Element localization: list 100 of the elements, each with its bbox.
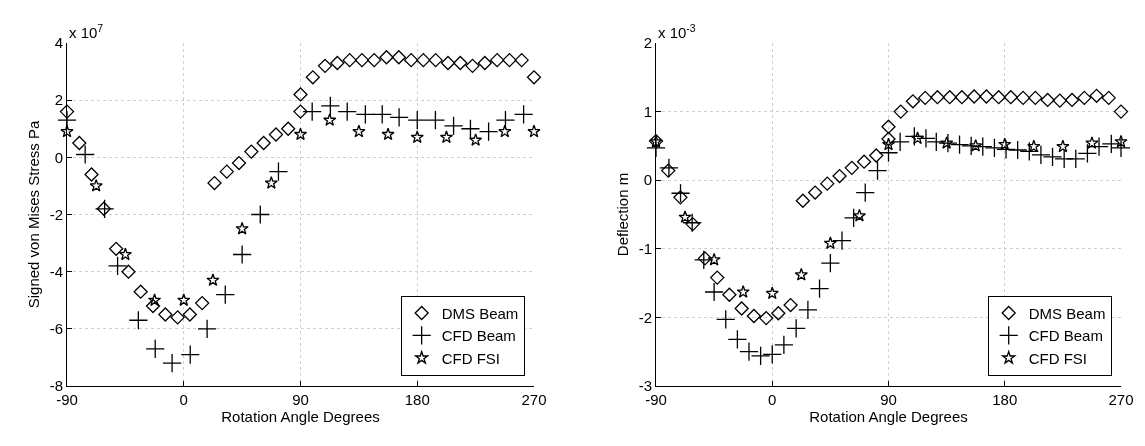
point xyxy=(1085,136,1099,149)
point xyxy=(207,175,222,191)
point xyxy=(162,353,182,373)
point xyxy=(180,344,200,365)
point xyxy=(1111,138,1131,158)
point xyxy=(794,267,808,281)
point xyxy=(893,104,908,119)
point xyxy=(293,127,308,141)
point xyxy=(367,53,382,68)
y-tick-label: 2 xyxy=(54,91,63,109)
point xyxy=(527,124,541,138)
point xyxy=(107,256,128,276)
point xyxy=(490,53,505,68)
point xyxy=(337,101,357,122)
point xyxy=(352,124,366,138)
point xyxy=(984,138,1005,158)
point xyxy=(774,335,794,355)
point xyxy=(264,176,278,189)
point xyxy=(1007,140,1028,160)
point xyxy=(342,53,357,68)
point xyxy=(1114,134,1128,148)
legend-label: CFD Beam xyxy=(1028,327,1103,345)
point xyxy=(1031,145,1051,165)
point xyxy=(881,119,896,134)
legend-label: CFD FSI xyxy=(441,349,500,367)
x-tick-label: 180 xyxy=(992,391,1018,408)
point xyxy=(916,128,936,149)
point xyxy=(1089,88,1104,103)
point xyxy=(1052,93,1067,108)
point xyxy=(170,310,185,325)
point xyxy=(197,319,217,339)
point xyxy=(195,295,210,311)
point xyxy=(425,110,446,130)
point xyxy=(268,161,289,182)
point xyxy=(293,104,308,119)
point xyxy=(890,132,910,152)
point xyxy=(89,178,103,192)
legend-label: DMS Beam xyxy=(1028,304,1106,322)
point xyxy=(1064,92,1080,108)
point xyxy=(320,96,341,116)
point xyxy=(1113,104,1129,119)
point xyxy=(133,284,148,299)
point xyxy=(1027,139,1041,153)
y-tick-label: -2 xyxy=(49,205,63,223)
point xyxy=(206,273,220,286)
point xyxy=(84,167,99,182)
point xyxy=(979,89,994,104)
point xyxy=(1101,134,1122,154)
point xyxy=(736,285,750,298)
point xyxy=(910,131,925,145)
point xyxy=(704,282,724,302)
point xyxy=(661,163,676,178)
point xyxy=(109,241,124,256)
y-tick-label: 0 xyxy=(643,171,652,189)
point xyxy=(128,310,149,331)
y-tick-label: -1 xyxy=(638,240,652,258)
x-tick-label: 90 xyxy=(880,391,897,408)
point xyxy=(1077,143,1098,164)
x-axis-title: Rotation Angle Degrees xyxy=(809,408,968,425)
point xyxy=(1056,139,1070,153)
point xyxy=(678,210,692,223)
legend-label: CFD Beam xyxy=(441,327,516,345)
point xyxy=(942,90,957,105)
point xyxy=(72,135,87,151)
point xyxy=(317,58,333,74)
y-tick-label: 4 xyxy=(54,34,63,52)
point xyxy=(293,87,308,102)
point xyxy=(215,284,236,305)
legend-label: DMS Beam xyxy=(441,304,519,322)
point xyxy=(759,310,774,326)
x-tick-label: 270 xyxy=(1108,391,1134,408)
point xyxy=(954,90,970,105)
point xyxy=(514,53,529,68)
point xyxy=(670,183,691,203)
y-tick-label: -2 xyxy=(638,308,652,326)
point xyxy=(771,306,786,321)
point xyxy=(407,110,427,130)
point xyxy=(305,70,320,85)
point xyxy=(526,70,542,85)
point xyxy=(1077,90,1092,106)
point xyxy=(256,135,271,151)
point xyxy=(966,89,982,104)
point xyxy=(918,90,933,106)
point xyxy=(60,124,74,138)
point xyxy=(1015,90,1031,106)
point xyxy=(820,253,841,273)
point xyxy=(235,221,249,235)
point xyxy=(786,318,806,339)
point xyxy=(783,297,798,313)
point xyxy=(707,252,721,266)
x-axis-title: Rotation Angle Degrees xyxy=(221,408,380,425)
point xyxy=(118,247,133,261)
point xyxy=(478,121,499,142)
x-tick-label: 0 xyxy=(768,391,777,408)
point xyxy=(832,168,847,184)
point xyxy=(477,55,492,71)
point xyxy=(881,137,896,151)
point xyxy=(746,308,762,324)
point xyxy=(856,154,872,169)
y-tick-label: 1 xyxy=(643,102,652,120)
